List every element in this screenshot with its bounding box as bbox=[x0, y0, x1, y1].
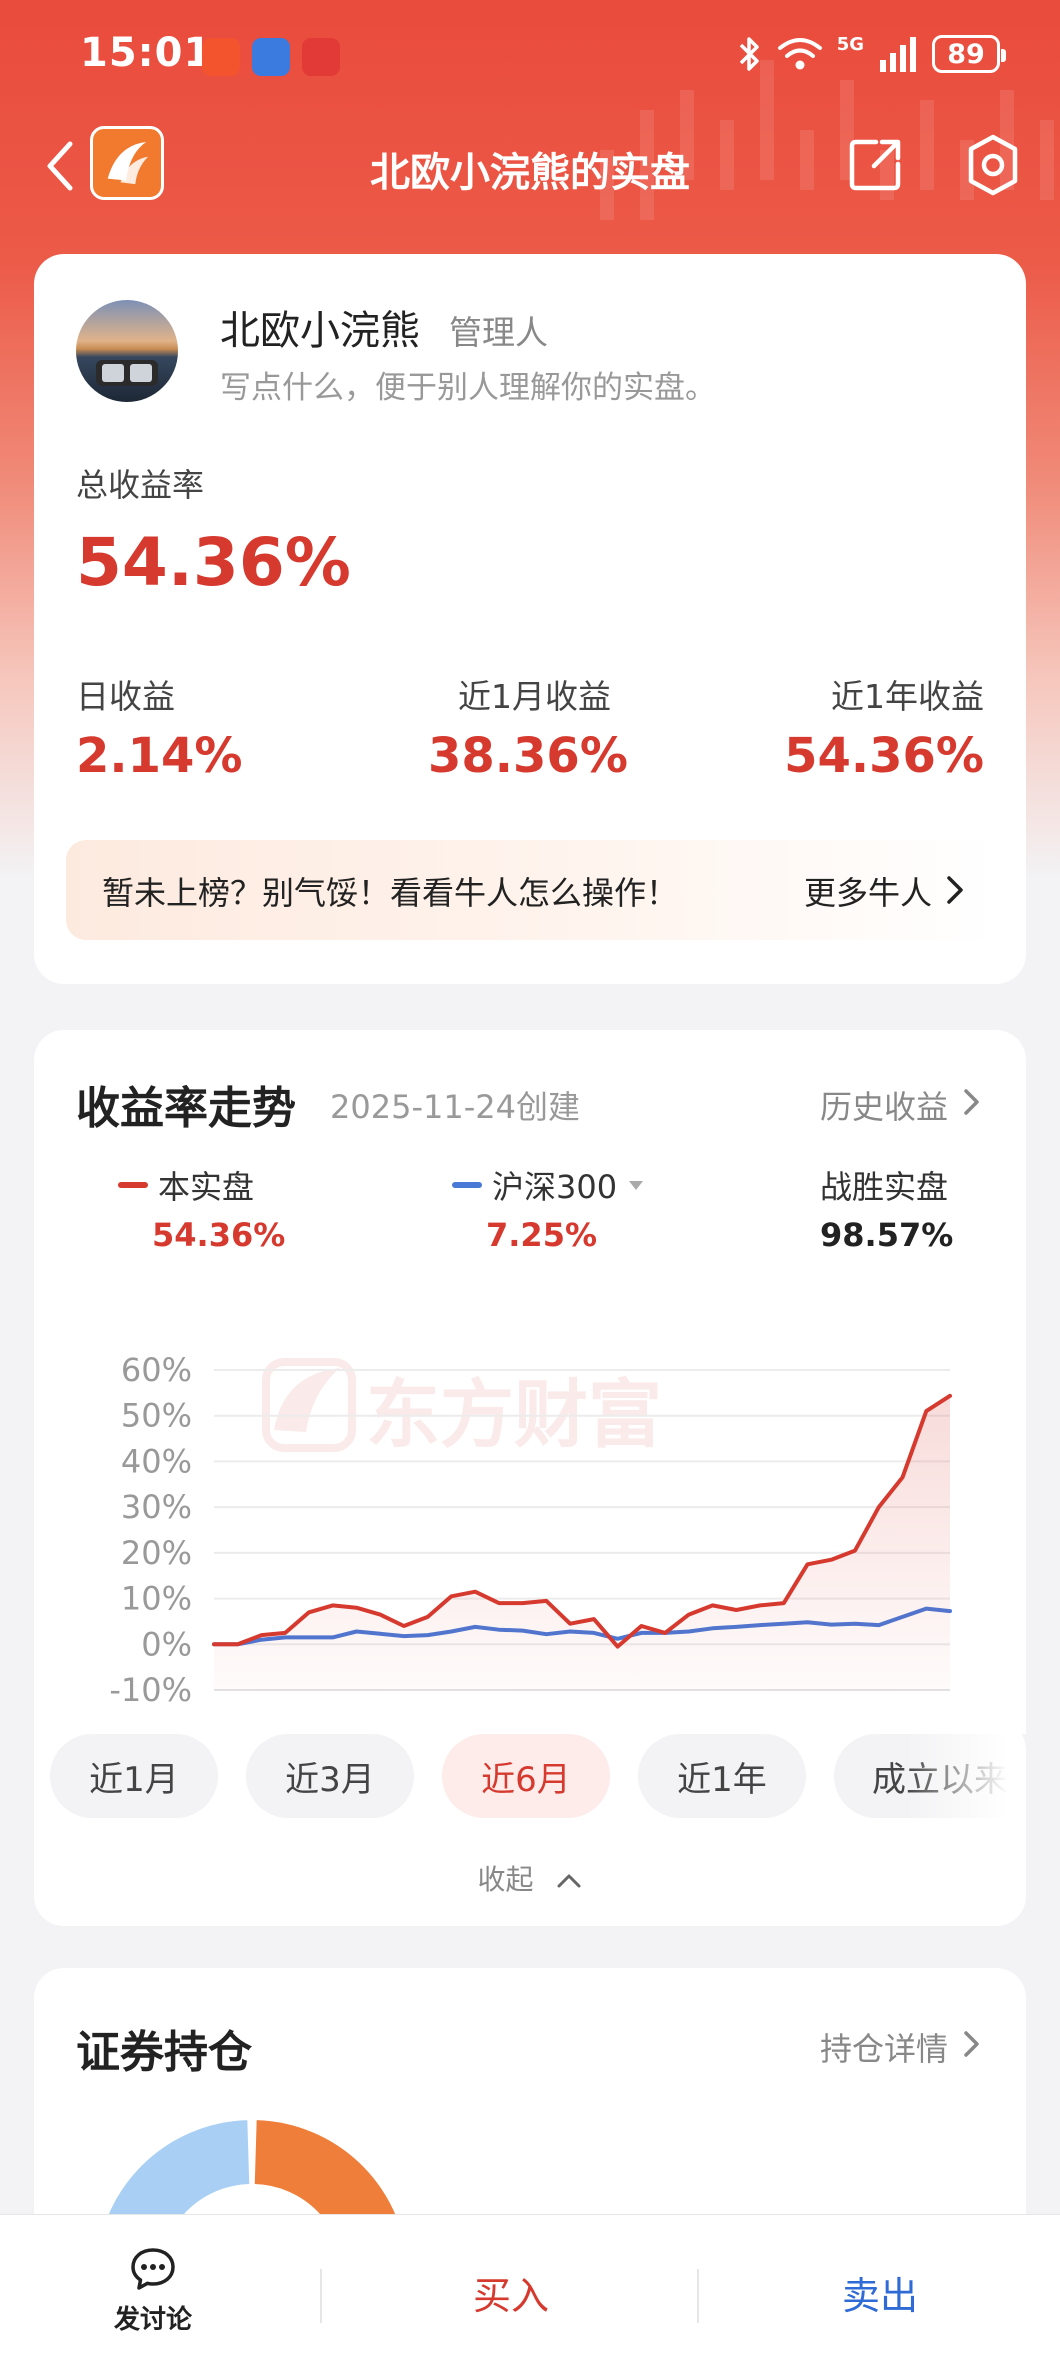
holdings-title: 证券持仓 bbox=[76, 2027, 252, 2078]
user-name: 北欧小浣熊 bbox=[220, 308, 420, 354]
range-tab-6m[interactable]: 近6月 bbox=[442, 1734, 610, 1818]
series-area bbox=[214, 1395, 950, 1690]
collapse-label: 收起 bbox=[477, 1863, 534, 1896]
eastmoney-app-icon bbox=[202, 38, 240, 76]
legend-benchmark-value: 7.25% bbox=[486, 1216, 598, 1254]
legend-portfolio: 本实盘 bbox=[118, 1162, 254, 1208]
divider bbox=[697, 2269, 699, 2323]
watermark: 东方财富 bbox=[262, 1358, 662, 1458]
page-title: 北欧小浣熊的实盘 bbox=[370, 150, 690, 196]
legend-benchmark-swatch bbox=[452, 1182, 482, 1188]
back-arrow-icon[interactable] bbox=[36, 136, 86, 196]
month-return-value: 38.36% bbox=[428, 728, 628, 784]
avatar[interactable] bbox=[76, 300, 178, 402]
app-logo bbox=[90, 126, 164, 200]
chevron-right-icon bbox=[947, 876, 963, 904]
range-tab-1m[interactable]: 近1月 bbox=[50, 1734, 218, 1818]
discuss-label: 发讨论 bbox=[113, 2305, 192, 2335]
collapse-toggle[interactable]: 收起 bbox=[34, 1858, 1026, 1898]
chevron-up-icon bbox=[557, 1874, 581, 1888]
share-icon[interactable] bbox=[846, 134, 906, 194]
y-tick-label: 60% bbox=[121, 1351, 192, 1389]
promo-text: 暂未上榜？别气馁！看看牛人怎么操作！ bbox=[102, 874, 679, 912]
legend-portfolio-value: 54.36% bbox=[152, 1216, 286, 1254]
holdings-detail-link[interactable]: 持仓详情 bbox=[819, 2030, 948, 2068]
buy-button[interactable]: 买入 bbox=[472, 2274, 549, 2318]
status-bar: 15:01 5G 89 bbox=[0, 0, 1060, 110]
chevron-right-icon bbox=[964, 2031, 979, 2057]
status-time: 15:01 bbox=[80, 30, 213, 76]
divider bbox=[320, 2269, 322, 2323]
more-experts-link[interactable]: 更多牛人 bbox=[803, 874, 932, 912]
created-date: 2025-11-24创建 bbox=[330, 1088, 580, 1126]
eastmoney-logo-icon bbox=[107, 141, 149, 185]
range-tab-3m[interactable]: 近3月 bbox=[246, 1734, 414, 1818]
netease-music-icon bbox=[302, 38, 340, 76]
y-tick-label: 30% bbox=[121, 1488, 192, 1526]
user-role: 管理人 bbox=[449, 313, 548, 352]
watermark-logo-ring bbox=[262, 1358, 356, 1452]
y-tick-label: -10% bbox=[109, 1671, 192, 1709]
legend-benchmark[interactable]: 沪深300 bbox=[452, 1162, 645, 1208]
bluetooth-icon bbox=[739, 37, 759, 71]
daily-return-value: 2.14% bbox=[76, 728, 243, 784]
y-tick-label: 20% bbox=[121, 1534, 192, 1572]
range-tab-1y[interactable]: 近1年 bbox=[638, 1734, 806, 1818]
range-scroll-fade bbox=[906, 1720, 1026, 1830]
return-trend-chart[interactable]: 东方财富 60%50%40%30%20%10%0%-10%2025-11-212… bbox=[34, 1290, 1026, 1710]
beat-value: 98.57% bbox=[820, 1216, 954, 1254]
portfolio-description[interactable]: 写点什么，便于别人理解你的实盘。 bbox=[220, 370, 716, 406]
leaderboard-promo[interactable]: 暂未上榜？别气馁！看看牛人怎么操作！ 更多牛人 bbox=[66, 840, 996, 940]
total-return-value: 54.36% bbox=[76, 524, 351, 601]
candlestick-decoration bbox=[600, 60, 1054, 220]
status-indicators: 5G 89 bbox=[737, 34, 1006, 74]
trend-title: 收益率走势 bbox=[76, 1083, 296, 1134]
series-line bbox=[212, 1393, 952, 1649]
legend-portfolio-name: 本实盘 bbox=[158, 1168, 255, 1206]
y-tick-label: 40% bbox=[121, 1442, 192, 1480]
wifi-icon bbox=[777, 38, 822, 70]
nav-bar: 北欧小浣熊的实盘 bbox=[0, 118, 1060, 212]
discuss-button[interactable]: 发讨论 bbox=[88, 2245, 218, 2336]
total-return-label: 总收益率 bbox=[76, 466, 205, 504]
bottom-action-bar: 发讨论 买入 卖出 bbox=[0, 2214, 1060, 2376]
legend-benchmark-name: 沪深300 bbox=[492, 1168, 618, 1206]
beat-label: 战胜实盘 bbox=[820, 1168, 949, 1206]
return-trend-card: 收益率走势 2025-11-24创建 历史收益 本实盘 54.36% 沪深300… bbox=[34, 1030, 1026, 1926]
battery-indicator: 89 bbox=[932, 35, 1006, 73]
year-return-label: 近1年收益 bbox=[831, 677, 984, 716]
gear-icon[interactable] bbox=[960, 132, 1026, 198]
sell-button[interactable]: 卖出 bbox=[841, 2274, 918, 2318]
chat-bubble-icon bbox=[131, 2248, 175, 2290]
year-return-value: 54.36% bbox=[784, 728, 984, 784]
y-tick-label: 50% bbox=[121, 1397, 192, 1435]
profile-card: 北欧小浣熊 管理人 写点什么，便于别人理解你的实盘。 总收益率 54.36% 日… bbox=[34, 254, 1026, 984]
legend-portfolio-swatch bbox=[118, 1182, 148, 1188]
history-returns-link[interactable]: 历史收益 bbox=[819, 1088, 948, 1126]
signal-icon bbox=[880, 37, 916, 72]
notification-app-icon bbox=[252, 38, 290, 76]
watermark-logo-icon bbox=[274, 1368, 340, 1432]
network-type: 5G bbox=[836, 34, 864, 55]
dropdown-triangle-icon bbox=[629, 1181, 644, 1190]
daily-return-label: 日收益 bbox=[76, 677, 175, 716]
y-tick-label: 0% bbox=[141, 1625, 192, 1663]
y-tick-label: 10% bbox=[121, 1580, 192, 1618]
month-return-label: 近1月收益 bbox=[458, 677, 611, 716]
chevron-right-icon bbox=[964, 1089, 979, 1115]
